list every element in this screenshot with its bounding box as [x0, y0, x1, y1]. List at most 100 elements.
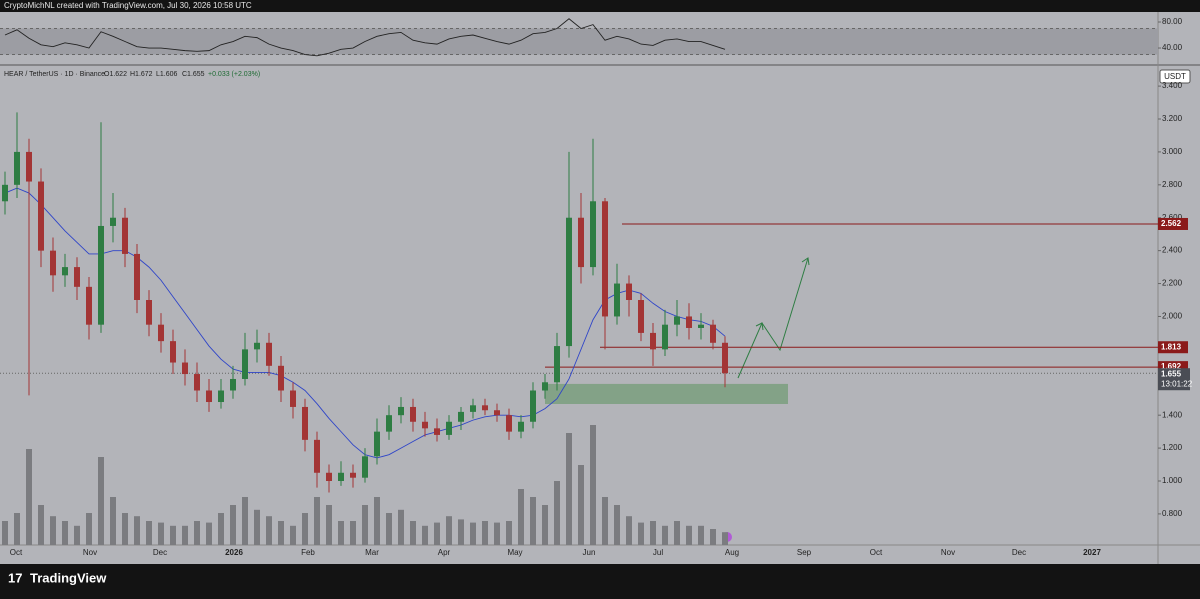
candle-body — [98, 225, 104, 325]
y-tick-label: 3.400 — [1162, 81, 1183, 90]
candle-body — [218, 390, 224, 403]
candle-body — [290, 390, 296, 407]
volume-bar — [122, 513, 128, 545]
volume-bar — [422, 525, 428, 545]
volume-bar — [206, 522, 212, 545]
y-tick-label: 1.200 — [1162, 443, 1183, 452]
candle-body — [362, 456, 368, 478]
x-tick-label: Nov — [941, 548, 955, 557]
level-tag — [1158, 341, 1188, 354]
candle-body — [254, 342, 260, 350]
ohlc-value: O1.622 — [104, 71, 127, 78]
volume-bar — [350, 521, 356, 545]
candle-body — [386, 415, 392, 432]
symbol: HEAR / TetherUS · 1D · Binance — [4, 71, 105, 78]
candle-body — [326, 472, 332, 481]
y-tick-label: 2.200 — [1162, 279, 1183, 288]
volume-bar — [278, 521, 284, 545]
projection-path — [737, 257, 809, 379]
volume-bar — [146, 521, 152, 545]
candle-body — [50, 250, 56, 276]
x-tick-label: 2027 — [1083, 548, 1101, 557]
last-price: 1.655 — [1161, 369, 1182, 378]
volume-bar — [542, 505, 548, 545]
volume-bar — [98, 457, 104, 545]
candle-body — [434, 428, 440, 435]
candle-body — [446, 421, 452, 435]
volume-bar — [134, 516, 140, 545]
volume-bar — [434, 522, 440, 545]
volume-bar — [662, 525, 668, 545]
candle-body — [614, 283, 620, 317]
volume-bar — [722, 532, 728, 545]
candle-body — [266, 342, 272, 366]
x-tick-label: Dec — [1012, 548, 1026, 557]
candle-body — [122, 217, 128, 254]
candle-body — [530, 390, 536, 422]
volume-bar — [566, 433, 572, 545]
volume-bar — [314, 497, 320, 545]
candle-body — [710, 324, 716, 343]
volume-bar — [386, 513, 392, 545]
y-tick-label: 1.000 — [1162, 476, 1183, 485]
level-tag — [1158, 217, 1188, 230]
volume-bar — [182, 525, 188, 545]
candle-body — [86, 286, 92, 325]
y-tick-label: 1.400 — [1162, 410, 1183, 419]
candle-body — [338, 472, 344, 481]
volume-bar — [74, 525, 80, 545]
volume-bar — [626, 516, 632, 545]
volume-bar — [650, 521, 656, 545]
candle-body — [170, 341, 176, 363]
volume-bar — [530, 497, 536, 545]
y-tick-label: 3.000 — [1162, 147, 1183, 156]
x-tick-label: Oct — [870, 548, 883, 557]
volume-bar — [2, 521, 8, 545]
volume-bar — [458, 519, 464, 545]
candle-body — [230, 378, 236, 391]
volume-bar — [50, 516, 56, 545]
volume-bar — [518, 489, 524, 545]
candle-body — [350, 472, 356, 478]
volume-bar — [710, 529, 716, 545]
change: +0.033 (+2.03%) — [208, 71, 260, 78]
volume-bar — [14, 513, 20, 545]
candle-body — [602, 201, 608, 317]
projection-arrowhead — [755, 322, 764, 331]
currency-box[interactable] — [1159, 69, 1191, 84]
volume-bar — [506, 521, 512, 545]
currency[interactable]: USDT — [1164, 72, 1186, 81]
x-tick-label: Feb — [301, 548, 315, 557]
volume-bar — [614, 505, 620, 545]
x-tick-label: Jul — [653, 548, 663, 557]
candle-body — [590, 201, 596, 268]
candle-body — [314, 439, 320, 473]
x-tick-label: Oct — [10, 548, 23, 557]
candle-body — [398, 406, 404, 416]
candle-body — [14, 151, 20, 185]
x-tick-label: Aug — [725, 548, 739, 557]
y-tick-label: 2.600 — [1162, 213, 1183, 222]
brand-logo: 17 — [8, 570, 22, 585]
ohlc-value: L1.606 — [156, 71, 178, 78]
candle-body — [62, 267, 68, 276]
volume-bar — [494, 522, 500, 545]
ohlc-value: C1.655 — [182, 71, 205, 78]
volume-bar — [374, 497, 380, 545]
x-tick-label: Mar — [365, 548, 379, 557]
candle-body — [494, 410, 500, 416]
volume-bar — [230, 505, 236, 545]
candle-body — [566, 217, 572, 347]
brand: TradingView — [30, 570, 107, 585]
projection-arrowhead — [801, 257, 810, 266]
volume-bar — [362, 505, 368, 545]
candle-body — [302, 406, 308, 440]
candle-body — [698, 324, 704, 328]
y-tick-label: 2.000 — [1162, 312, 1183, 321]
rsi-tick-label: 40.00 — [1162, 43, 1183, 52]
candle-body — [626, 283, 632, 301]
candle-body — [242, 349, 248, 379]
candle-body — [194, 374, 200, 391]
volume-bar — [674, 521, 680, 545]
